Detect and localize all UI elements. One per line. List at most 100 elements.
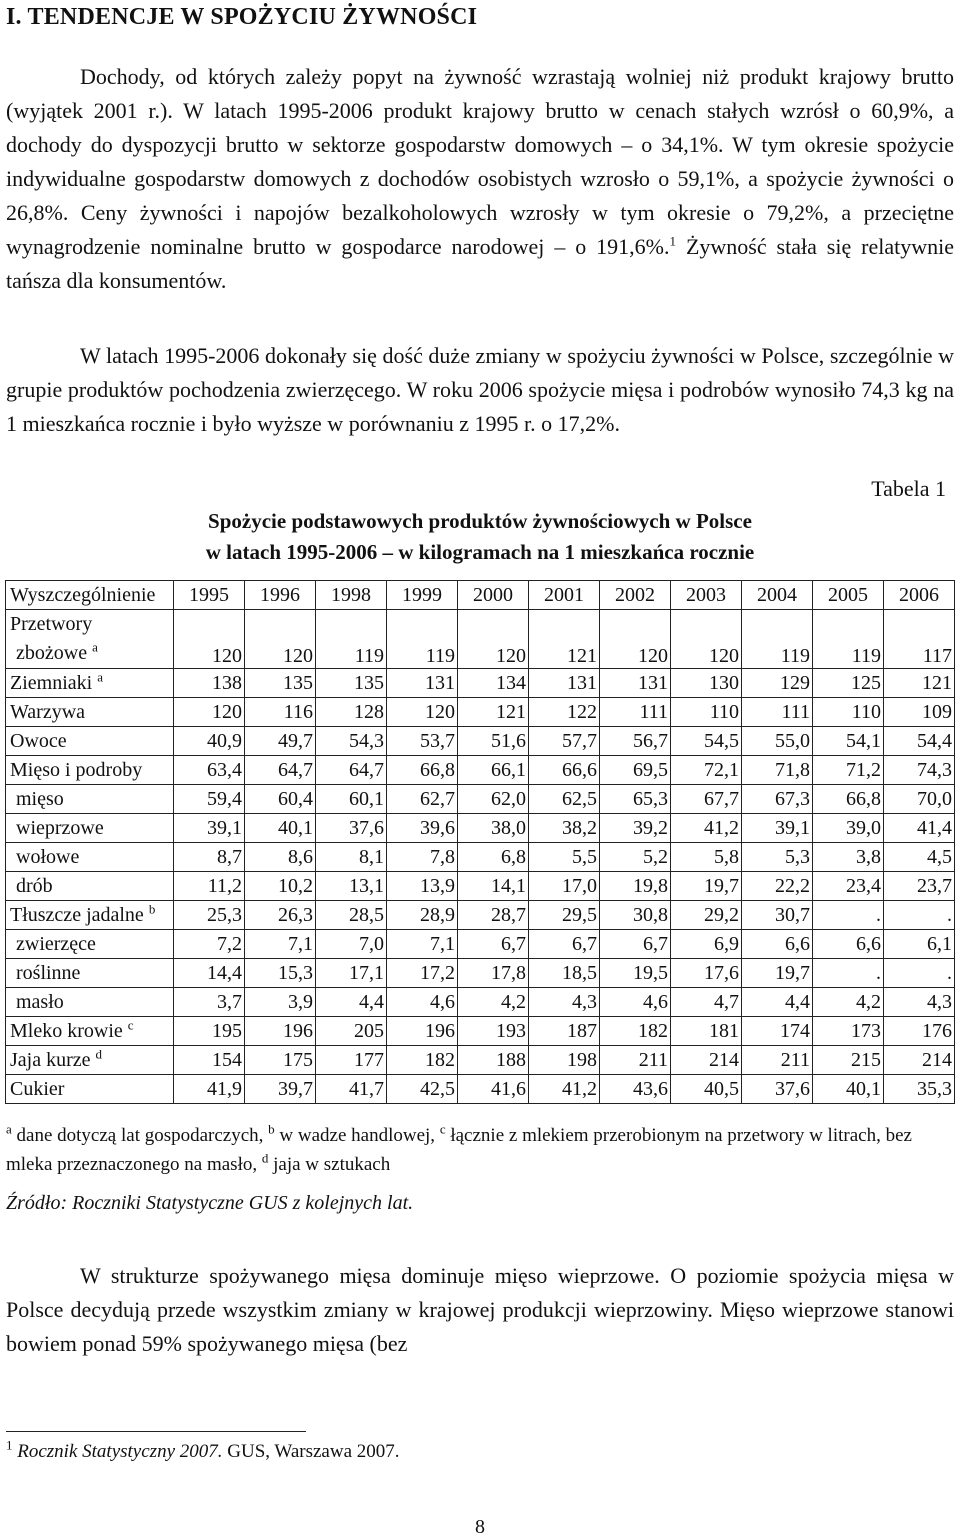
table-cell: 4,4	[315, 987, 387, 1017]
table-cell: 71,2	[812, 755, 884, 785]
row-label: Mleko krowie c	[5, 1016, 174, 1046]
table-cell: 120	[244, 609, 316, 669]
table-cell: 39,6	[386, 813, 458, 843]
table-cell: 6,7	[457, 929, 529, 959]
table-cell: 65,3	[599, 784, 671, 814]
table-row: Cukier 41,9 39,7 41,7 42,5 41,6 41,2 43,6 40,5 37…	[5, 1074, 955, 1104]
table-cell: 49,7	[244, 726, 316, 756]
header-cell-year: 2001	[528, 580, 600, 610]
table-cell: 110	[670, 697, 742, 727]
header-cell-year: 1995	[173, 580, 245, 610]
table-cell: 117	[883, 609, 955, 669]
table-cell: 196	[244, 1016, 316, 1046]
footnote-divider	[6, 1431, 306, 1432]
table-cell: 6,1	[883, 929, 955, 959]
table-cell: 8,7	[173, 842, 245, 872]
table-cell: 30,8	[599, 900, 671, 930]
table-cell: 72,1	[670, 755, 742, 785]
table-cell: 154	[173, 1045, 245, 1075]
table-cell: 174	[741, 1016, 813, 1046]
table-cell: 39,7	[244, 1074, 316, 1104]
table-cell: 196	[386, 1016, 458, 1046]
table-cell: 13,1	[315, 871, 387, 901]
table-cell: 14,1	[457, 871, 529, 901]
table-cell: 131	[386, 668, 458, 698]
row-label-text: Cukier	[10, 1077, 65, 1100]
table-row: Ziemniaki a 138 135 135 131 134 131 131 130 129 12…	[5, 668, 955, 698]
table-cell: 17,6	[670, 958, 742, 988]
row-label: masło	[5, 987, 174, 1017]
table-cell: 109	[883, 697, 955, 727]
row-label-text: mięso	[16, 787, 64, 810]
row-label-text: Mleko krowie	[10, 1019, 123, 1042]
table-row: Tłuszcze jadalne b 25,3 26,3 28,5 28,9 28,7 29…	[5, 900, 955, 930]
row-label: drób	[5, 871, 174, 901]
row-label: Warzywa	[5, 697, 174, 727]
table-cell: 57,7	[528, 726, 600, 756]
table-cell: 14,4	[173, 958, 245, 988]
chapter-heading: I. TENDENCJE W SPOŻYCIU ŻYWNOŚCI	[6, 4, 478, 30]
table-cell: 60,1	[315, 784, 387, 814]
table-cell: 67,3	[741, 784, 813, 814]
table-cell: 19,7	[741, 958, 813, 988]
note-mark-d: d	[261, 1150, 269, 1166]
row-label-note-mark: a	[92, 639, 98, 655]
table-cell: 40,9	[173, 726, 245, 756]
row-label-note-mark: a	[97, 668, 103, 684]
table-cell: 121	[883, 668, 955, 698]
table-cell: 15,3	[244, 958, 316, 988]
table-cell: 41,2	[670, 813, 742, 843]
table-cell: 173	[812, 1016, 884, 1046]
table-cell: 6,7	[528, 929, 600, 959]
row-label-line-1: Przetwory	[10, 613, 93, 635]
table-cell: 110	[812, 697, 884, 727]
row-label-text: Jaja kurze	[10, 1048, 91, 1071]
table-cell: 198	[528, 1045, 600, 1075]
table-row: drób 11,2 10,2 13,1 13,9 14,1 17,0 19,8 19,7 22,2…	[5, 871, 955, 901]
table-cell: .	[883, 958, 955, 988]
table-cell: 4,3	[528, 987, 600, 1017]
table-cell: 66,1	[457, 755, 529, 785]
row-label-text: masło	[16, 990, 64, 1013]
row-label-text: Mięso i podroby	[10, 758, 143, 781]
table-cell: 120	[599, 609, 671, 669]
page-number: 8	[475, 1516, 485, 1538]
table-cell: 41,7	[315, 1074, 387, 1104]
row-label-text: wołowe	[16, 845, 80, 868]
table-cell: 182	[386, 1045, 458, 1075]
table-cell: 59,4	[173, 784, 245, 814]
table-row: wołowe 8,7 8,6 8,1 7,8 6,8 5,5 5,2 5,8 5,3 3,8 4,5	[5, 842, 955, 872]
table-cell: .	[883, 900, 955, 930]
row-label-note-mark: c	[127, 1016, 134, 1032]
header-cell-year: 2002	[599, 580, 671, 610]
table-cell: 28,9	[386, 900, 458, 930]
table-cell: 4,5	[883, 842, 955, 872]
table-row: masło 3,7 3,9 4,4 4,6 4,2 4,3 4,6 4,7 4,4 4,2 4,3	[5, 987, 955, 1017]
table-cell: 214	[883, 1045, 955, 1075]
table-cell: 4,6	[386, 987, 458, 1017]
header-cell-year: 2006	[883, 580, 955, 610]
table-cell: 17,1	[315, 958, 387, 988]
table-cell: 41,9	[173, 1074, 245, 1104]
table-cell: 135	[244, 668, 316, 698]
table-cell: 111	[741, 697, 813, 727]
intro-paragraph: Dochody, od których zależy popyt na żywn…	[6, 60, 954, 298]
row-label: Tłuszcze jadalne b	[5, 900, 174, 930]
table-cell: 131	[528, 668, 600, 698]
table-cell: 130	[670, 668, 742, 698]
header-cell-year: 1999	[386, 580, 458, 610]
table-cell: 131	[599, 668, 671, 698]
note-text-c: łącznie z mlekiem przerobionym na przetw…	[6, 1125, 912, 1175]
table-cell: 17,8	[457, 958, 529, 988]
table-cell: 67,7	[670, 784, 742, 814]
table-cell: 8,6	[244, 842, 316, 872]
table-cell: 4,4	[741, 987, 813, 1017]
table-row: roślinne 14,4 15,3 17,1 17,2 17,8 18,5 19,5 17,6…	[5, 958, 955, 988]
table-notes: a dane dotyczą lat gospodarczych, b w wa…	[6, 1121, 954, 1179]
table-cell: 28,7	[457, 900, 529, 930]
table-cell: 22,2	[741, 871, 813, 901]
table-cell: 19,5	[599, 958, 671, 988]
row-label: mięso	[5, 784, 174, 814]
table-cell: 120	[670, 609, 742, 669]
table-cell: 55,0	[741, 726, 813, 756]
